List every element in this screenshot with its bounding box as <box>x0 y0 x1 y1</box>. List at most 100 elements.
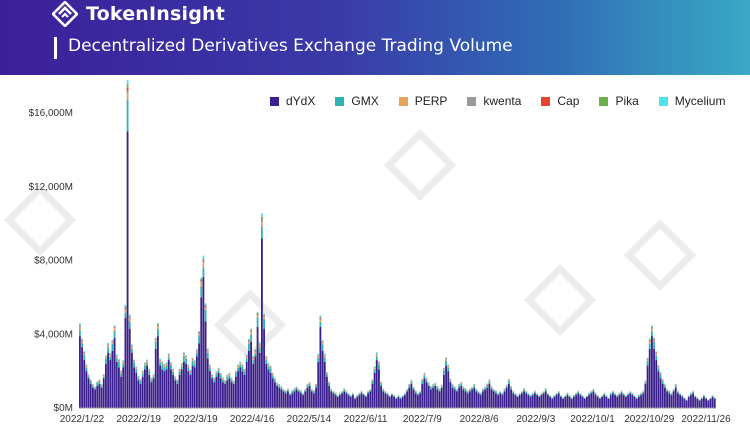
bar-segment-gmx <box>217 370 220 373</box>
bar-segment-gmx <box>137 378 140 381</box>
legend-item-gmx[interactable]: GMX <box>335 94 379 108</box>
bar-segment-dydx <box>105 363 107 408</box>
bar-segment-gmx <box>291 391 294 394</box>
bar-segment-gmx <box>345 391 348 394</box>
bar-segment-kwenta <box>180 364 183 366</box>
bar-segment-gmx <box>473 385 476 388</box>
bar-segment-dydx <box>458 387 460 408</box>
bar-segment-dydx <box>81 347 83 408</box>
bar-segment-pika <box>256 313 259 315</box>
bar-segment-perp <box>661 380 664 382</box>
bar-segment-dydx <box>430 389 432 408</box>
bar-segment-pika <box>323 354 326 356</box>
bar-segment-gmx <box>252 360 255 364</box>
bar-segment-gmx <box>399 397 402 399</box>
legend-item-cap[interactable]: Cap <box>541 94 579 108</box>
bar-segment-dydx <box>165 369 168 408</box>
bar-segment-dydx <box>137 380 140 408</box>
bar-segment-gmx <box>280 387 283 390</box>
bar-segment-gmx <box>256 317 259 327</box>
bar-segment-dydx <box>282 391 285 408</box>
bar-segment-gmx <box>369 390 372 392</box>
bar-segment-gmx <box>434 384 437 386</box>
bar-segment-perp <box>105 357 107 359</box>
bar-segment-cap <box>118 360 120 361</box>
bar-segment-gmx <box>661 381 664 385</box>
bar-segment-dydx <box>659 378 662 408</box>
bar-segment-dydx <box>308 385 311 409</box>
bar-segment-dydx <box>98 384 101 408</box>
bar-segment-gmx <box>432 385 434 388</box>
bar-segment-kwenta <box>230 378 233 380</box>
bar-segment-dydx <box>209 371 211 409</box>
bar-segment-dydx <box>183 361 185 408</box>
bar-segment-dydx <box>336 396 339 408</box>
bar-segment-perp <box>503 389 506 390</box>
bar-segment-gmx <box>401 395 404 397</box>
bar-segment-dydx <box>577 393 580 408</box>
bar-segment-cap <box>648 340 651 341</box>
bar-segment-gmx <box>133 362 135 368</box>
bar-segment-perp <box>150 378 153 380</box>
bar-segment-dydx <box>516 396 519 408</box>
bar-segment-dydx <box>302 395 304 408</box>
bar-segment-dydx <box>213 382 216 408</box>
bar-segment-gmx <box>648 343 651 349</box>
legend-item-pika[interactable]: Pika <box>599 94 639 108</box>
bar-segment-gmx <box>310 390 313 392</box>
bar-segment-cap <box>124 307 127 309</box>
bar-segment-gmx <box>167 357 170 361</box>
bar-segment-kwenta <box>258 345 261 346</box>
bar-segment-dydx <box>245 361 248 408</box>
bar-segment-dydx <box>100 387 103 408</box>
bar-segment-perp <box>484 387 486 389</box>
legend-item-dydx[interactable]: dYdX <box>270 94 315 108</box>
bar-segment-cap <box>183 353 185 355</box>
bar-segment-mycelium <box>447 364 450 366</box>
bar-segment-perp <box>128 318 131 322</box>
bar-segment-dydx <box>629 393 632 408</box>
bar-segment-mycelium <box>230 377 233 379</box>
bar-segment-perp <box>653 340 655 342</box>
bar-segment-dydx <box>237 371 239 409</box>
bar-segment-gmx <box>495 391 497 394</box>
bar-segment-mycelium <box>224 380 226 381</box>
bar-segment-pika <box>204 304 207 306</box>
bar-segment-mycelium <box>87 374 90 375</box>
bar-segment-gmx <box>410 381 413 385</box>
bar-segment-perp <box>241 365 244 367</box>
bar-segment-perp <box>118 361 120 363</box>
bar-segment-dydx <box>499 393 502 408</box>
bar-segment-gmx <box>96 382 99 386</box>
bar-segment-gmx <box>709 398 712 399</box>
bar-segment-dydx <box>488 384 491 408</box>
bar-segment-mycelium <box>109 352 112 354</box>
bar-segment-perp <box>315 384 317 386</box>
bar-segment-gmx <box>605 395 608 397</box>
bar-segment-gmx <box>692 391 694 394</box>
bar-segment-dydx <box>657 371 660 409</box>
bar-segment-mycelium <box>196 348 198 350</box>
bar-segment-kwenta <box>144 364 146 365</box>
bar-segment-perp <box>644 381 647 383</box>
bar-segment-mycelium <box>449 378 452 380</box>
bar-segment-gmx <box>436 387 439 390</box>
bar-segment-dydx <box>265 363 268 408</box>
bar-segment-gmx <box>672 390 675 392</box>
bar-segment-pika <box>200 278 203 281</box>
bar-segment-mycelium <box>102 374 105 375</box>
legend-item-kwenta[interactable]: kwenta <box>467 94 521 108</box>
bar-segment-gmx <box>538 395 541 397</box>
bar-segment-gmx <box>174 378 177 381</box>
bar-segment-dydx <box>300 393 302 408</box>
bar-segment-gmx <box>694 396 697 397</box>
brand-logo: TokenInsight <box>52 0 225 28</box>
bar-segment-gmx <box>674 385 677 388</box>
bar-segment-gmx <box>477 392 480 394</box>
legend-item-mycelium[interactable]: Mycelium <box>658 94 725 108</box>
bar-segment-gmx <box>122 364 125 368</box>
bar-segment-mycelium <box>655 351 658 352</box>
bar-segment-gmx <box>159 362 161 366</box>
legend-item-perp[interactable]: PERP <box>398 94 447 108</box>
bar-segment-dydx <box>87 378 90 408</box>
